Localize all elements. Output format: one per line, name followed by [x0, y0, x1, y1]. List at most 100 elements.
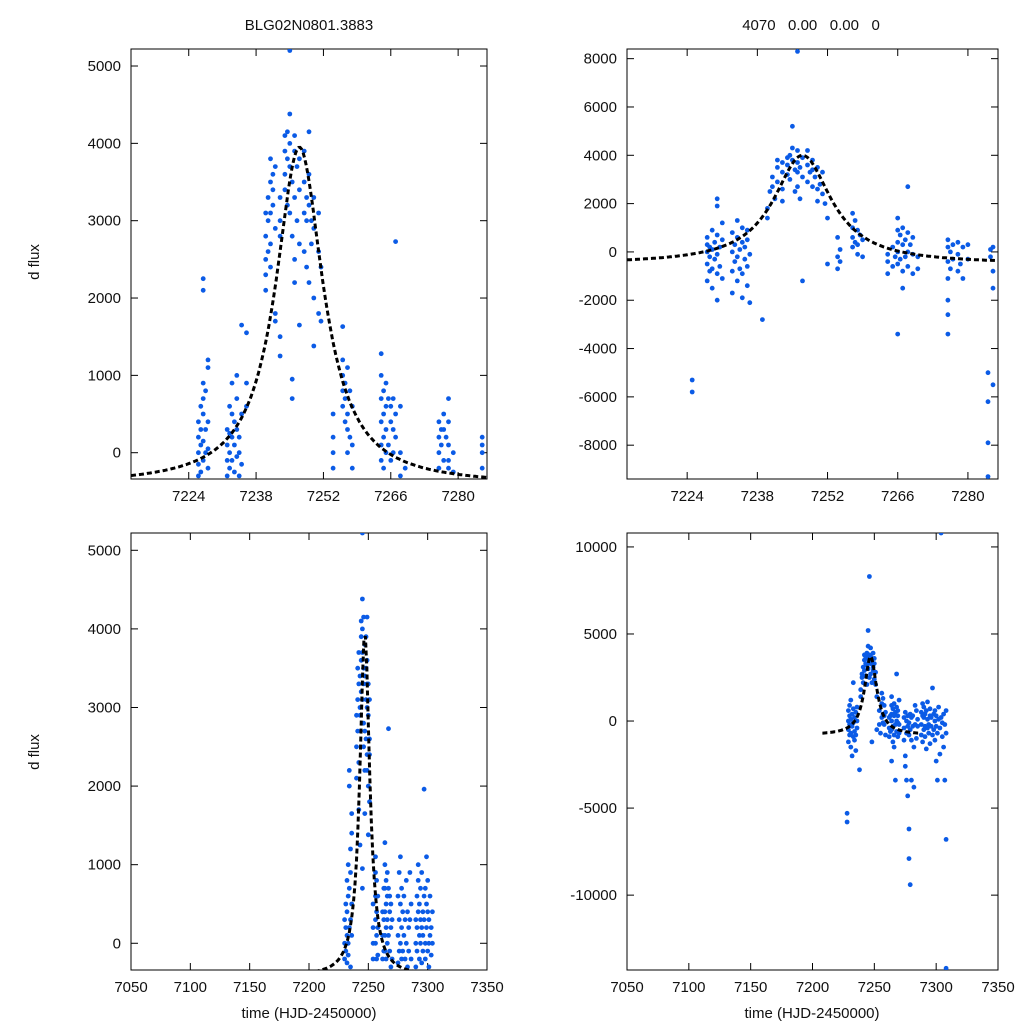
data-point	[907, 882, 913, 888]
data-point	[418, 940, 423, 946]
data-point	[739, 295, 745, 301]
data-point	[479, 450, 485, 456]
data-point	[345, 893, 351, 899]
data-point	[891, 701, 897, 706]
y-tick-label: 4000	[88, 621, 121, 638]
data-point	[897, 256, 903, 262]
data-point	[234, 396, 240, 401]
data-point	[398, 940, 403, 946]
data-point	[349, 811, 355, 816]
data-point	[422, 885, 428, 891]
data-point	[365, 832, 371, 838]
data-point	[876, 722, 882, 727]
data-point	[850, 244, 855, 250]
plot-frame	[130, 48, 488, 480]
data-point	[196, 419, 201, 425]
data-point	[196, 434, 201, 440]
x-tick-label: 7280	[951, 488, 984, 505]
data-point	[820, 169, 825, 175]
data-point	[436, 434, 442, 440]
data-point	[849, 711, 855, 717]
data-point	[268, 241, 273, 247]
data-point	[960, 244, 966, 250]
data-point	[935, 777, 940, 783]
data-point	[869, 739, 875, 745]
data-point	[362, 728, 368, 734]
data-point	[407, 917, 413, 923]
data-point	[398, 450, 403, 456]
data-point	[236, 473, 242, 479]
data-point	[289, 396, 295, 401]
data-point	[378, 419, 384, 425]
data-point	[795, 184, 800, 190]
data-point	[479, 465, 485, 471]
plot-area	[314, 533, 435, 970]
data-point	[935, 730, 940, 736]
data-point	[292, 133, 297, 139]
data-point	[383, 380, 389, 386]
data-point	[200, 396, 206, 401]
data-point	[415, 862, 421, 868]
data-point	[709, 227, 715, 233]
data-point	[289, 233, 295, 239]
data-point	[360, 626, 365, 632]
data-point	[244, 380, 249, 386]
x-tick-label: 7266	[374, 488, 407, 505]
y-tick-label: 2000	[584, 196, 617, 213]
data-point	[853, 732, 859, 738]
data-point	[234, 427, 240, 432]
data-point	[894, 671, 899, 677]
data-point	[943, 837, 949, 842]
data-point	[398, 901, 403, 907]
data-point	[263, 272, 269, 278]
data-point	[943, 965, 949, 970]
data-point	[747, 300, 753, 306]
data-point	[349, 442, 355, 448]
bottom-ylabel: d flux	[26, 734, 43, 770]
data-point	[342, 396, 348, 401]
data-point	[910, 713, 916, 719]
panel-bottom-right: -10000 -5000 0 5000 10000 7050 7100 7150 7200 725…	[570, 532, 1015, 996]
data-point	[922, 734, 928, 740]
data-point	[203, 388, 209, 394]
y-tick-label: 1000	[88, 857, 121, 874]
data-point	[719, 276, 725, 281]
y-tick-label: 5000	[88, 58, 121, 75]
data-point	[224, 473, 230, 479]
y-tick-label: 4000	[584, 147, 617, 164]
data-point	[847, 703, 852, 708]
data-point	[810, 167, 815, 173]
data-point	[229, 458, 235, 463]
data-point	[370, 901, 376, 907]
data-point	[950, 242, 956, 248]
data-point	[263, 210, 269, 216]
data-point	[825, 261, 830, 267]
data-point	[902, 753, 908, 759]
x-tick-label: 7100	[672, 979, 705, 996]
data-point	[709, 285, 715, 291]
data-point	[265, 195, 271, 200]
y-tick-label: 1000	[88, 367, 121, 384]
data-point	[297, 322, 302, 328]
data-point	[388, 964, 394, 970]
data-point	[797, 196, 803, 202]
data-point	[770, 184, 775, 190]
data-point	[815, 186, 820, 192]
data-point	[387, 909, 393, 915]
data-point	[943, 730, 949, 736]
data-point	[205, 465, 211, 471]
data-point	[889, 694, 894, 700]
data-point	[406, 948, 412, 954]
x-tick-label: 7350	[470, 979, 503, 996]
data-point	[988, 254, 993, 260]
data-point	[915, 266, 921, 272]
data-point	[304, 218, 309, 224]
data-point	[265, 218, 271, 224]
data-point	[424, 925, 429, 930]
data-point	[362, 811, 368, 816]
data-point	[895, 227, 901, 233]
data-point	[232, 469, 237, 475]
data-point	[428, 952, 434, 958]
data-point	[390, 427, 396, 432]
